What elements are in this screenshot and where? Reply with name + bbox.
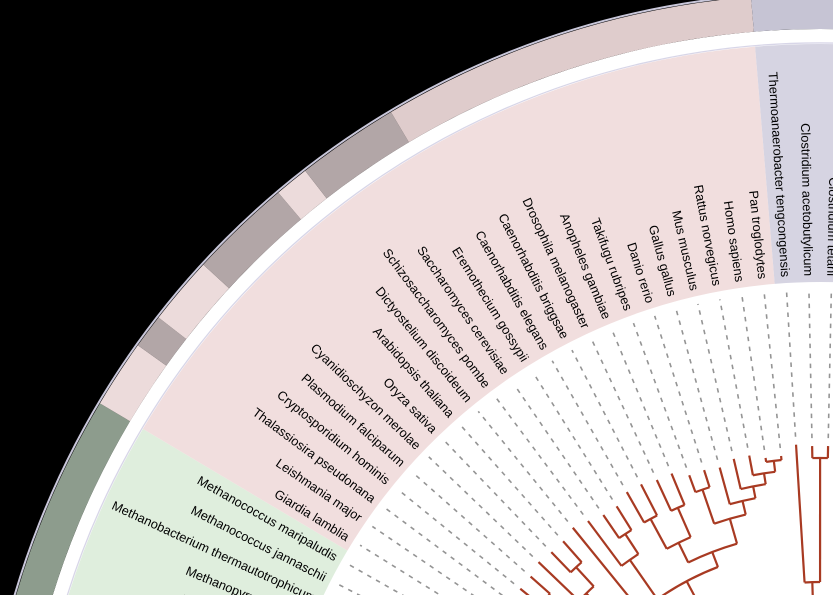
branch-line bbox=[688, 474, 697, 493]
branch-line bbox=[741, 500, 747, 515]
dash-line bbox=[359, 544, 442, 595]
tree-branches bbox=[519, 444, 830, 595]
species-label[interactable]: Clostridium tetani bbox=[824, 177, 833, 276]
dash-line bbox=[348, 563, 405, 595]
branch-line bbox=[718, 467, 731, 505]
branch-line bbox=[676, 507, 692, 538]
ring-segment-lavender bbox=[751, 0, 833, 32]
branch-line bbox=[670, 473, 686, 506]
branch-line bbox=[655, 479, 673, 512]
ring-segment-taupe bbox=[305, 112, 409, 199]
branch-line bbox=[764, 457, 768, 463]
domain-wedge-archaea[interactable] bbox=[52, 428, 348, 595]
branch-line bbox=[602, 514, 621, 539]
ring-segment-olive bbox=[16, 403, 130, 595]
branch-line bbox=[571, 527, 629, 595]
branch-line bbox=[529, 575, 551, 595]
wedge-edge-arc bbox=[66, 42, 833, 595]
branch-line bbox=[762, 473, 767, 485]
branch-line bbox=[624, 533, 640, 555]
branch-line bbox=[625, 491, 646, 524]
branch-line bbox=[752, 486, 757, 499]
domain-wedge-bacteria[interactable] bbox=[755, 44, 833, 286]
branch-line bbox=[711, 551, 719, 568]
branch-line bbox=[811, 582, 814, 595]
branch-line bbox=[728, 518, 739, 545]
branch-line bbox=[550, 551, 572, 574]
branch-line bbox=[685, 580, 696, 595]
branch-line bbox=[587, 520, 623, 567]
branch-line bbox=[537, 561, 575, 595]
dash-line bbox=[384, 507, 503, 595]
branch-line bbox=[519, 587, 530, 595]
dash-line bbox=[571, 349, 639, 478]
species-label[interactable]: Clostridium acetobutylicum bbox=[798, 123, 816, 276]
dash-line bbox=[371, 525, 475, 595]
branch-line bbox=[732, 458, 742, 490]
branch-line bbox=[628, 559, 656, 595]
ring-segment-dusty bbox=[390, 0, 754, 143]
ring-segment-pink bbox=[158, 264, 230, 340]
domain-wedge-eukaryota[interactable] bbox=[142, 46, 775, 551]
dash-line bbox=[827, 290, 833, 439]
domain-wedges bbox=[52, 44, 833, 595]
branch-line bbox=[748, 455, 754, 476]
branch-line bbox=[562, 540, 583, 563]
dash-line bbox=[808, 290, 813, 439]
branch-arc bbox=[643, 514, 658, 524]
dash-line bbox=[398, 489, 515, 585]
branch-line bbox=[615, 505, 633, 531]
dash-line bbox=[551, 360, 624, 486]
dash-line bbox=[477, 410, 569, 523]
branch-line bbox=[701, 489, 716, 525]
ring-segment-taupe bbox=[203, 192, 301, 289]
ring-segment-pink bbox=[99, 345, 167, 422]
dash-line bbox=[785, 290, 797, 437]
dash-line bbox=[428, 456, 534, 558]
ring-segment-taupe bbox=[137, 317, 187, 366]
branch-line bbox=[794, 444, 806, 583]
dashed-alignment-lines bbox=[337, 290, 833, 595]
dash-line bbox=[460, 425, 559, 536]
dash-line bbox=[495, 397, 584, 516]
branch-line bbox=[575, 566, 595, 588]
dash-line bbox=[413, 472, 526, 572]
dash-line bbox=[611, 330, 670, 467]
branch-arc bbox=[713, 513, 746, 525]
branch-line bbox=[677, 542, 690, 563]
branch-line bbox=[703, 469, 711, 488]
dash-line bbox=[591, 339, 655, 474]
dash-line bbox=[444, 440, 547, 547]
ring-segment-pink bbox=[278, 170, 327, 220]
outer-color-ring bbox=[16, 0, 833, 595]
branch-arc bbox=[695, 486, 710, 494]
branch-line bbox=[772, 460, 777, 472]
branch-line bbox=[640, 483, 659, 516]
branch-line bbox=[649, 518, 668, 550]
branch-arc bbox=[583, 585, 595, 595]
